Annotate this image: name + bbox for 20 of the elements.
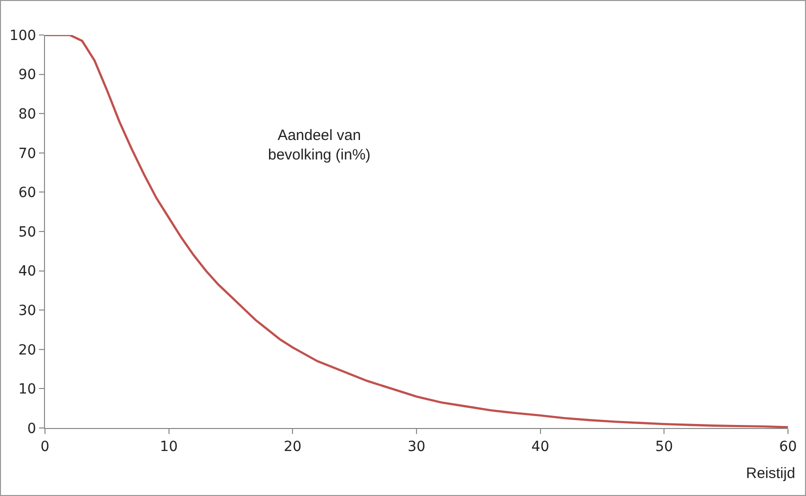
x-tick-label: 60 [779, 438, 797, 455]
x-tick-label: 30 [408, 438, 426, 455]
annotation: Aandeel van bevolking (in%) [268, 127, 371, 164]
x-tick-label: 0 [40, 438, 50, 455]
y-tick-label: 90 [18, 67, 36, 84]
y-tick-label: 80 [18, 106, 36, 122]
x-tick-label: 10 [160, 438, 178, 455]
y-tick-label: 60 [18, 185, 36, 202]
y-tick-label: 40 [18, 264, 36, 280]
y-tick-label: 100 [9, 28, 36, 44]
x-tick-label: 20 [284, 438, 302, 455]
y-tick-label: 20 [18, 342, 36, 358]
y-tick-label: 0 [27, 420, 36, 437]
y-tick-label: 50 [18, 224, 36, 240]
y-tick-label: 30 [18, 303, 36, 319]
x-tick-label: 50 [655, 438, 674, 455]
x-tick-label: 40 [531, 438, 550, 455]
y-tick-label: 10 [18, 382, 36, 398]
x-axis-title: Reistijd [746, 465, 796, 482]
y-tick-label: 70 [18, 146, 36, 162]
